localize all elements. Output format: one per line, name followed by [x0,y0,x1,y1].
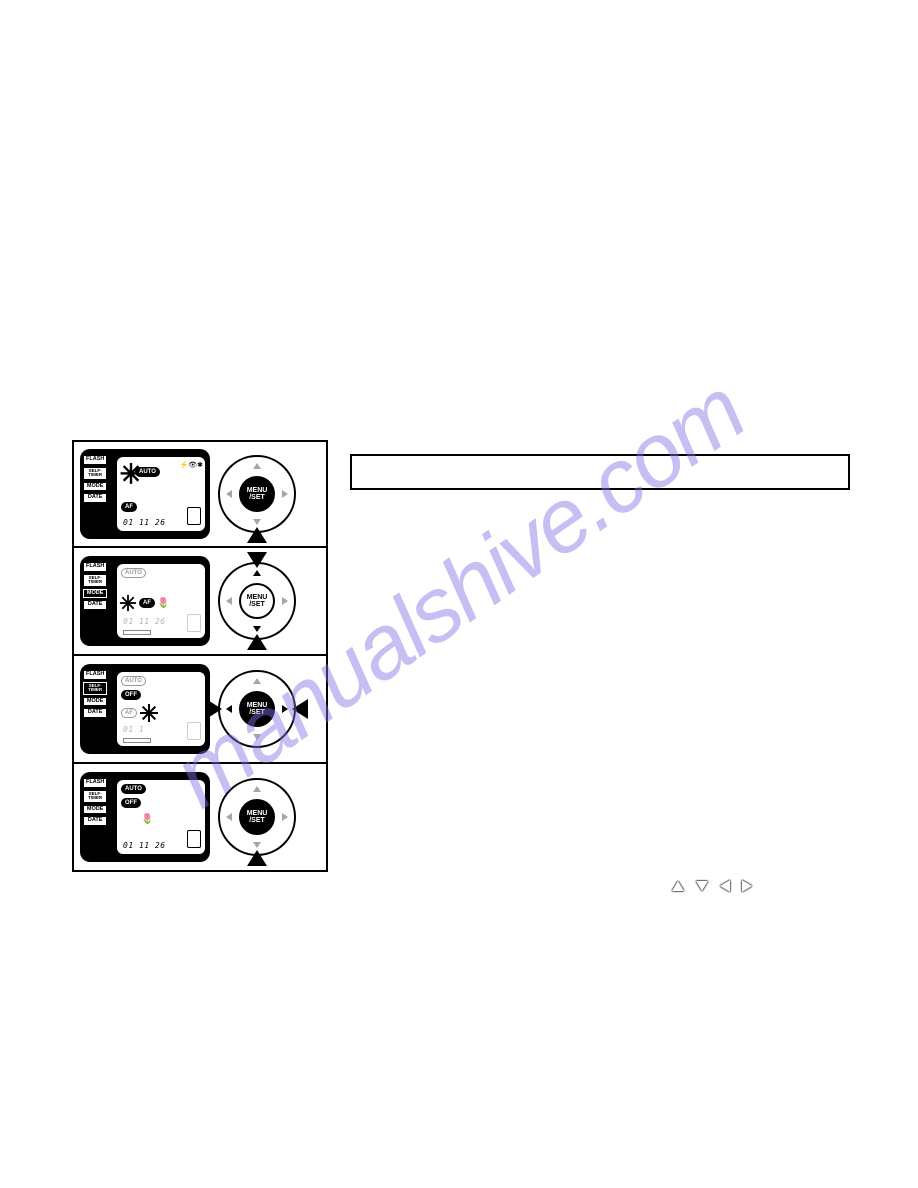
press-arrow-right-icon [292,699,308,719]
lcd-label-date: DATE [83,816,107,826]
lcd-display-1: FLASH SELF- TIMER MODE DATE AUTO ⚡👁✱ AF … [80,449,210,539]
press-arrow-up-icon [247,527,267,543]
dial-right-icon [282,490,288,498]
lcd-label-mode: MODE [83,805,107,815]
dial-left-icon[interactable] [226,705,232,713]
lcd-screen-4: AUTO OFF 🌷 01 11 26 [117,780,205,854]
dial-right-icon[interactable] [282,705,288,713]
step-panel-3: FLASH SELF- TIMER MODE DATE AUTO OFF AF [72,656,328,764]
press-arrow-bottom-icon [247,634,267,650]
direction-triangle-row [672,880,752,892]
date-text-4: 01 11 26 [123,841,166,850]
lcd-screen-2: AUTO AF 🌷 01 11 26 [117,564,205,638]
lcd-label-date: DATE [83,708,107,718]
dial-up-icon [253,786,261,792]
dial-right-icon [282,597,288,605]
lcd-label-self-timer: SELF- TIMER [83,467,107,480]
lcd-screen-1: AUTO ⚡👁✱ AF 01 11 26 [117,457,205,531]
menu-set-button[interactable]: MENU /SET [239,691,275,727]
instruction-box [350,454,850,490]
dial-down-icon [253,519,261,525]
control-dial-3: MENU /SET [218,670,296,748]
date-text-2: 01 11 26 [123,617,166,626]
step-panel-2: FLASH SELF- TIMER MODE DATE AUTO AF 🌷 [72,548,328,656]
lcd-label-self-timer: SELF- TIMER [83,790,107,803]
lcd-label-flash: FLASH [83,455,107,465]
frame-counter-icon [187,614,201,632]
frame-counter-icon [187,722,201,740]
triangle-up-icon [672,881,684,891]
dial-down-icon[interactable] [253,626,261,632]
auto-pill: AUTO [121,676,146,686]
lcd-label-mode: MODE [83,482,107,492]
dial-left-icon [226,490,232,498]
dial-down-icon [253,842,261,848]
flash-icons: ⚡👁✱ [180,461,203,469]
triangle-right-icon [742,880,752,892]
triangle-left-icon [720,880,730,892]
auto-pill: AUTO [121,568,146,578]
step-panels-column: FLASH SELF- TIMER MODE DATE AUTO ⚡👁✱ AF … [72,440,328,872]
lcd-label-self-timer: SELF- TIMER [83,682,107,695]
off-pill: OFF [121,798,141,808]
triangle-down-icon [696,881,708,891]
control-dial-4: MENU /SET [218,778,296,856]
lcd-label-date: DATE [83,493,107,503]
lcd-label-date: DATE [83,600,107,610]
date-text-3: 01 1 [123,725,144,734]
lcd-label-self-timer: SELF- TIMER [83,574,107,587]
lcd-label-flash: FLASH [83,562,107,572]
lcd-display-2: FLASH SELF- TIMER MODE DATE AUTO AF 🌷 [80,556,210,646]
auto-pill: AUTO [121,784,146,794]
step-panel-1: FLASH SELF- TIMER MODE DATE AUTO ⚡👁✱ AF … [72,440,328,548]
dial-up-icon[interactable] [253,570,261,576]
highlight-icon [120,595,136,611]
control-dial-2: MENU /SET [218,562,296,640]
lcd-label-mode: MODE [83,589,107,599]
macro-icon: 🌷 [141,814,153,825]
dial-right-icon [282,813,288,821]
dial-down-icon [253,734,261,740]
press-arrow-up-icon [247,850,267,866]
off-pill: OFF [121,690,141,700]
menu-set-button[interactable]: MENU /SET [239,476,275,512]
step-panel-4: FLASH SELF- TIMER MODE DATE AUTO OFF 🌷 0… [72,764,328,872]
lcd-label-flash: FLASH [83,778,107,788]
menu-set-button[interactable]: MENU /SET [239,799,275,835]
lcd-display-4: FLASH SELF- TIMER MODE DATE AUTO OFF 🌷 0… [80,772,210,862]
dial-up-icon [253,463,261,469]
dial-left-icon [226,597,232,605]
af-pill: AF [121,502,137,512]
auto-pill: AUTO [135,467,160,477]
menu-set-button[interactable]: MENU /SET [239,583,275,619]
af-pill: AF [121,708,137,718]
lcd-label-mode: MODE [83,697,107,707]
battery-bar-icon [123,738,151,743]
lcd-screen-3: AUTO OFF AF 01 1 [117,672,205,746]
frame-counter-icon [187,830,201,848]
dial-left-icon [226,813,232,821]
press-arrow-top-icon [247,552,267,568]
control-dial-1: MENU /SET [218,455,296,533]
date-text-1: 01 11 26 [123,518,166,527]
press-arrow-left-icon [206,699,222,719]
battery-bar-icon [123,630,151,635]
dial-up-icon [253,678,261,684]
highlight-icon [140,704,158,722]
lcd-display-3: FLASH SELF- TIMER MODE DATE AUTO OFF AF [80,664,210,754]
frame-counter-icon [187,507,201,525]
lcd-label-flash: FLASH [83,670,107,680]
af-pill: AF [139,598,155,608]
macro-icon: 🌷 [157,598,169,609]
